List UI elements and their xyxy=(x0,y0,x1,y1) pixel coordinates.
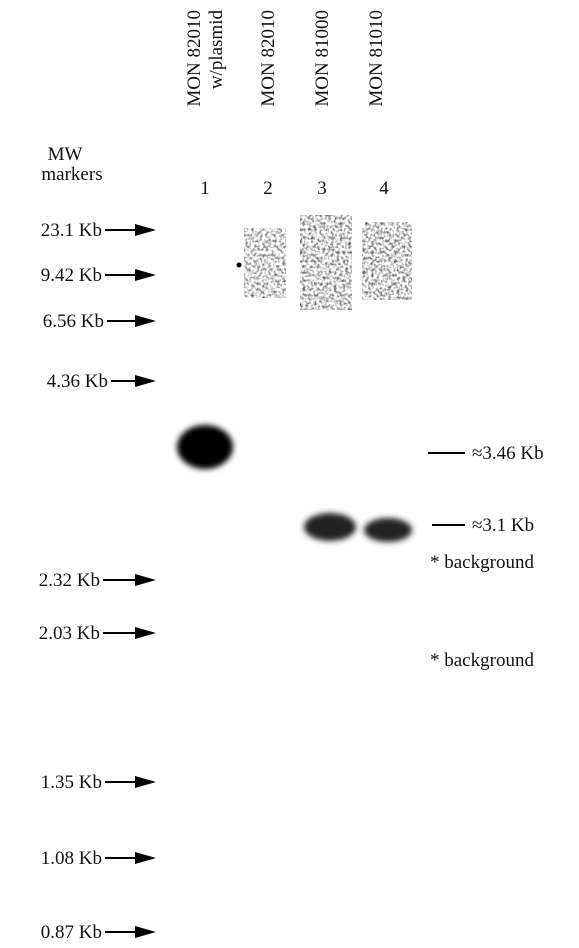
band xyxy=(304,513,356,541)
marker-arrowhead xyxy=(135,574,156,586)
marker-label: 1.08 Kb xyxy=(41,848,102,869)
blot-figure: MON 82010w/plasmid1MON 820102MON 810003M… xyxy=(0,0,579,948)
lane-number: 1 xyxy=(200,178,210,199)
marker-label: 9.42 Kb xyxy=(41,265,102,286)
marker-label: 2.32 Kb xyxy=(39,570,100,591)
marker-arrowhead xyxy=(135,627,156,639)
speck xyxy=(237,263,242,268)
lane-label: MON 81010 xyxy=(366,10,387,107)
marker-label: 4.36 Kb xyxy=(47,371,108,392)
marker-arrowhead xyxy=(135,224,156,236)
smear xyxy=(244,228,286,298)
lane-label: MON 81000 xyxy=(312,10,333,107)
size-annotation: ≈3.46 Kb xyxy=(472,443,544,464)
lane-label: MON 82010 xyxy=(184,10,205,107)
marker-arrowhead xyxy=(135,315,156,327)
marker-arrowhead xyxy=(135,776,156,788)
lane-label: w/plasmid xyxy=(206,10,227,90)
background-note: * background xyxy=(430,552,534,573)
marker-label: 6.56 Kb xyxy=(43,311,104,332)
marker-arrowhead xyxy=(135,926,156,938)
smear xyxy=(300,215,352,310)
lane-number: 2 xyxy=(263,178,273,199)
lane-number: 3 xyxy=(317,178,327,199)
lane-label: MON 82010 xyxy=(258,10,279,107)
bands xyxy=(177,215,412,542)
lane-number: 4 xyxy=(379,178,389,199)
band xyxy=(177,425,233,469)
size-annotation: ≈3.1 Kb xyxy=(472,515,534,536)
marker-label: 2.03 Kb xyxy=(39,623,100,644)
marker-label: 0.87 Kb xyxy=(41,922,102,943)
marker-arrowhead xyxy=(135,375,156,387)
marker-label: 1.35 Kb xyxy=(41,772,102,793)
band xyxy=(364,518,412,542)
marker-arrowhead xyxy=(135,269,156,281)
marker-title: markers xyxy=(41,164,102,185)
smear xyxy=(362,222,412,300)
marker-title: MW xyxy=(48,144,83,165)
marker-arrowhead xyxy=(135,852,156,864)
background-note: * background xyxy=(430,650,534,671)
marker-label: 23.1 Kb xyxy=(41,220,102,241)
